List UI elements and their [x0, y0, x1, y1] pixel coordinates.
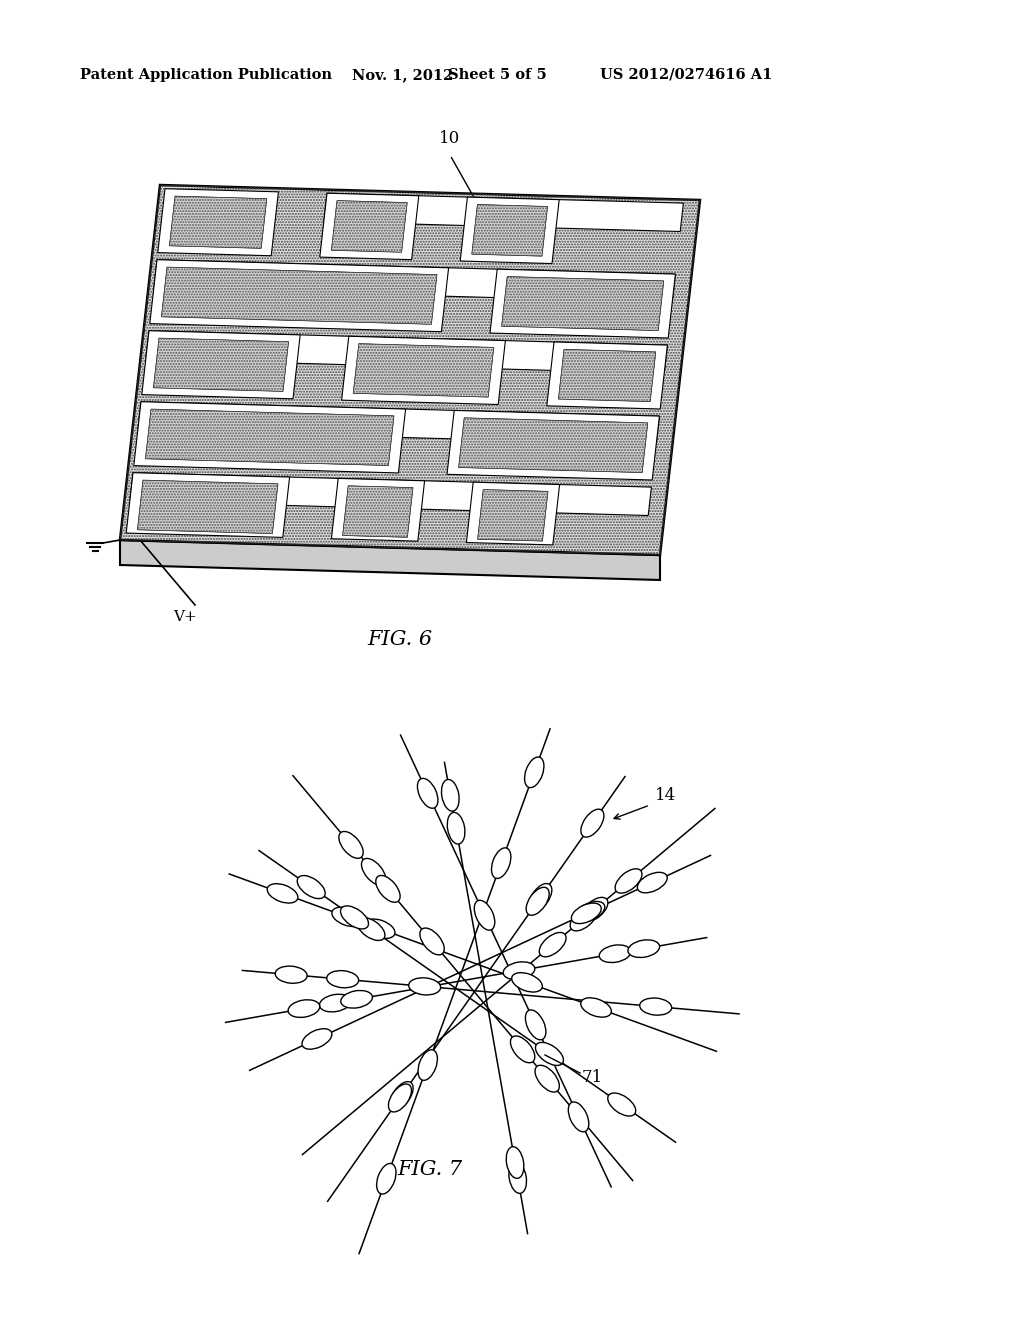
Polygon shape [154, 338, 289, 392]
Polygon shape [558, 350, 655, 401]
Ellipse shape [571, 903, 601, 924]
Ellipse shape [357, 917, 385, 940]
Text: Sheet 5 of 5: Sheet 5 of 5 [449, 69, 547, 82]
Polygon shape [145, 331, 668, 374]
Ellipse shape [535, 1065, 559, 1092]
Ellipse shape [581, 809, 604, 837]
Ellipse shape [418, 779, 438, 808]
Polygon shape [547, 342, 668, 409]
Ellipse shape [275, 966, 307, 983]
Polygon shape [319, 193, 419, 260]
Text: US 2012/0274616 A1: US 2012/0274616 A1 [600, 69, 772, 82]
Polygon shape [477, 490, 548, 541]
Ellipse shape [599, 945, 631, 962]
Text: 10: 10 [439, 129, 461, 147]
Ellipse shape [302, 1028, 332, 1049]
Ellipse shape [377, 1163, 396, 1195]
Ellipse shape [388, 1084, 412, 1111]
Text: Patent Application Publication: Patent Application Publication [80, 69, 332, 82]
Ellipse shape [574, 902, 605, 921]
Text: Nov. 1, 2012: Nov. 1, 2012 [352, 69, 454, 82]
Polygon shape [460, 197, 559, 264]
Ellipse shape [524, 756, 544, 788]
Polygon shape [120, 540, 660, 579]
Ellipse shape [640, 998, 672, 1015]
Ellipse shape [361, 858, 386, 886]
Polygon shape [134, 401, 406, 473]
Ellipse shape [570, 907, 597, 931]
Ellipse shape [536, 1043, 563, 1065]
Ellipse shape [503, 962, 535, 979]
Ellipse shape [267, 883, 298, 903]
Ellipse shape [319, 994, 351, 1012]
Ellipse shape [568, 1102, 589, 1131]
Polygon shape [459, 418, 648, 473]
Ellipse shape [628, 940, 659, 957]
Ellipse shape [327, 970, 358, 987]
Polygon shape [324, 193, 683, 231]
Ellipse shape [581, 898, 608, 921]
Ellipse shape [365, 919, 395, 939]
Polygon shape [120, 185, 700, 554]
Ellipse shape [441, 780, 459, 810]
Ellipse shape [506, 1147, 524, 1179]
Ellipse shape [297, 875, 326, 899]
Polygon shape [332, 201, 408, 252]
Ellipse shape [288, 999, 319, 1018]
Text: V+: V+ [173, 610, 197, 624]
Ellipse shape [637, 873, 668, 892]
Ellipse shape [390, 1081, 413, 1110]
Polygon shape [162, 267, 437, 325]
Ellipse shape [512, 973, 543, 993]
Ellipse shape [341, 990, 373, 1008]
Polygon shape [130, 473, 651, 516]
Ellipse shape [341, 906, 369, 929]
Ellipse shape [510, 1036, 535, 1063]
Ellipse shape [447, 812, 465, 843]
Polygon shape [158, 189, 279, 256]
Polygon shape [490, 269, 676, 338]
Ellipse shape [420, 928, 444, 954]
Polygon shape [447, 411, 659, 480]
Ellipse shape [525, 1010, 546, 1040]
Ellipse shape [492, 847, 511, 879]
Polygon shape [343, 486, 413, 537]
Text: 71: 71 [582, 1069, 603, 1086]
Polygon shape [353, 343, 494, 397]
Polygon shape [502, 277, 664, 330]
Ellipse shape [474, 900, 495, 931]
Polygon shape [169, 197, 267, 248]
Polygon shape [126, 473, 290, 537]
Ellipse shape [526, 887, 549, 915]
Polygon shape [137, 480, 278, 533]
Text: 14: 14 [655, 787, 676, 804]
Polygon shape [332, 478, 425, 541]
Ellipse shape [332, 907, 362, 927]
Polygon shape [150, 260, 449, 331]
Ellipse shape [509, 1162, 526, 1193]
Polygon shape [472, 205, 548, 256]
Polygon shape [154, 260, 676, 302]
Ellipse shape [418, 1049, 437, 1080]
Polygon shape [141, 331, 300, 399]
Ellipse shape [409, 978, 440, 995]
Ellipse shape [376, 875, 400, 903]
Ellipse shape [608, 1093, 636, 1115]
Polygon shape [466, 482, 559, 545]
Polygon shape [138, 401, 659, 445]
Ellipse shape [540, 932, 566, 957]
Polygon shape [145, 409, 394, 466]
Text: FIG. 6: FIG. 6 [368, 630, 432, 649]
Ellipse shape [528, 883, 552, 912]
Ellipse shape [615, 869, 642, 894]
Ellipse shape [581, 998, 611, 1018]
Text: FIG. 7: FIG. 7 [397, 1160, 463, 1179]
Ellipse shape [339, 832, 364, 858]
Polygon shape [342, 337, 506, 404]
